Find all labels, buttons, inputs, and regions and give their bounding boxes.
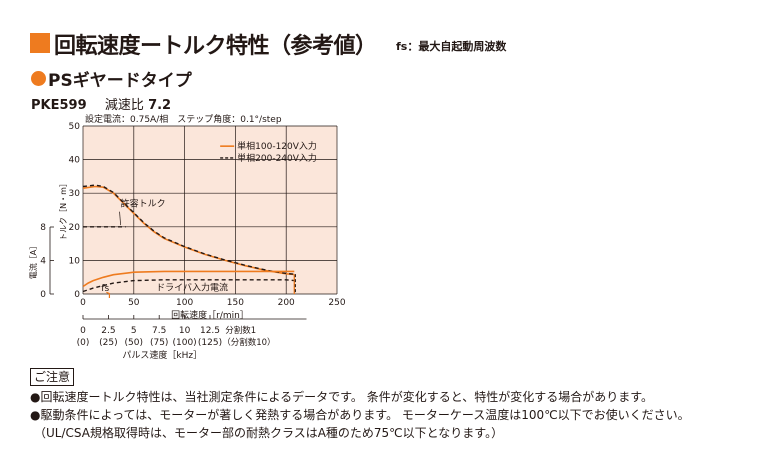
torque-tick-label: 10	[69, 256, 81, 266]
pulse-tick-label-div10: (50)	[125, 338, 143, 348]
series-group	[82, 184, 296, 294]
torque-tick-label: 50	[69, 122, 81, 132]
torque-tick-label: 20	[69, 223, 81, 233]
title-note: fs：最大自起動周波数	[396, 40, 507, 53]
x-tick-label: 100	[176, 298, 193, 308]
note-item-1: ●回転速度ートルク特性は、当社測定条件によるデータです。 条件が変化すると、特性…	[30, 390, 654, 404]
legend-label-ac200: 単相200-240V入力	[237, 152, 317, 164]
pulse-tick-label: 5	[131, 326, 137, 336]
torque-series-line	[82, 184, 295, 275]
current-annotation-label: ドライバ入力電流	[156, 282, 228, 294]
title-marker	[30, 33, 50, 53]
legend-label-ac100: 単相100-120V入力	[237, 140, 317, 152]
fs-marker	[106, 291, 111, 298]
notes-heading: ご注意	[30, 368, 74, 386]
pulse-tick-label-div10: (75)	[150, 338, 168, 348]
x-tick-label: 50	[128, 298, 140, 308]
pulse-tick-label: 10	[179, 326, 191, 336]
pulse-tick-label-div10: (0)	[77, 338, 90, 348]
model-line: PKE599 減速比 7.2	[31, 94, 171, 113]
pulse-tick-label-div10: (100)	[172, 338, 196, 348]
note-item-2: ●駆動条件によっては、モーターが著しく発熱する場合があります。 モーターケース温…	[30, 408, 690, 422]
current-series-line	[82, 279, 295, 293]
pulse-div1-label: 分割数1	[225, 325, 256, 336]
pulse-tick-label-div10: (125)	[198, 338, 222, 348]
torque-axis-label: トルク［N・m］	[59, 179, 68, 241]
pulse-tick-label: 12.5	[200, 326, 220, 336]
subtitle-bullet	[31, 71, 46, 86]
pulse-tick-label-div10: (25)	[99, 338, 117, 348]
torque-tick-label: 40	[69, 156, 81, 166]
pulse-axis: 0 (0) 2.5 (25) 5 (50) 7.5 (75) 10 (100) 12.5 (125)分…	[77, 315, 307, 361]
pulse-tick-label: 2.5	[101, 326, 115, 336]
x-tick-label: 0	[80, 298, 86, 308]
x-tick-label: 150	[227, 298, 244, 308]
pulse-tick-label: 0	[80, 326, 86, 336]
fs-label: fs	[101, 284, 109, 294]
pulse-tick-label: 7.5	[152, 326, 166, 336]
current-tick-label: 0	[40, 290, 46, 300]
pulse-div10-label: （分割数10）	[222, 337, 275, 348]
chart-labels: 設定電流：0.75A/相 ステップ角度：0.1°/step 許容トルク 単相100-…	[85, 113, 317, 298]
plot-area	[83, 126, 337, 294]
note-item-3: （UL/CSA規格取得時は、モーター部の耐熱クラスはA種のため75℃以下となりま…	[34, 426, 504, 440]
conditions-label: 設定電流：0.75A/相 ステップ角度：0.1°/step	[85, 113, 282, 125]
ratio-label: 減速比	[104, 98, 144, 113]
subtitle: PSギヤードタイプ	[48, 71, 192, 91]
x-tick-label: 250	[328, 298, 345, 308]
current-tick-label: 4	[40, 257, 46, 267]
ratio-value: 7.2	[148, 98, 172, 113]
current-axis-label: 電流［A］	[28, 242, 38, 279]
current-tick-label: 8	[40, 223, 46, 233]
current-series-line	[82, 270, 295, 288]
torque-tick-label: 30	[69, 189, 81, 199]
page-title: 回転速度ートルク特性（参考値）	[54, 34, 377, 59]
x-tick-label: 200	[278, 298, 295, 308]
torque-tick-label: 0	[74, 290, 80, 300]
model-name: PKE599	[31, 98, 87, 113]
allowable-torque-leader	[119, 211, 121, 226]
pulse-axis-label: パルス速度［kHz］	[122, 349, 202, 361]
allowable-torque-label: 許容トルク	[121, 198, 166, 210]
